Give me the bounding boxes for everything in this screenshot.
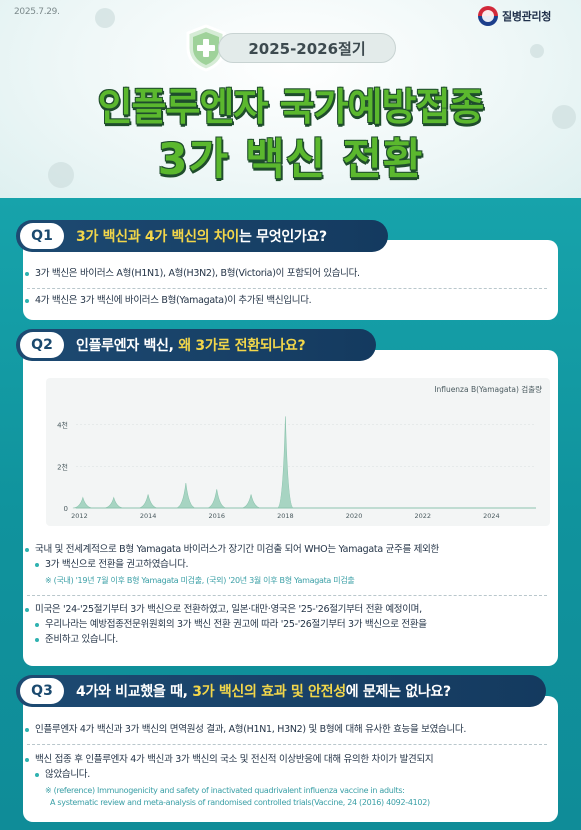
divider xyxy=(27,595,547,596)
title-line-1: 인플루엔자 국가예방접종 xyxy=(97,85,485,129)
x-tick-label: 2012 xyxy=(71,512,88,520)
q2-bullet-2-line-3: 준비하고 있습니다. xyxy=(35,634,118,645)
q2-bullet-2-line-2: 우리나라는 예방접종전문위원회의 3가 백신 전환 권고에 따라 '25-'26… xyxy=(35,619,427,630)
q3-question-text: 4가와 비교했을 때, 3가 백신의 효과 및 안전성에 문제는 없나요? xyxy=(76,684,451,700)
virus-decoration-icon xyxy=(95,8,115,28)
title-line-2: 3가 백신 전환 xyxy=(157,135,424,185)
q2-badge: Q2 xyxy=(20,332,64,358)
x-tick-label: 2022 xyxy=(414,512,431,520)
q3-bullet-2-line-2: 않았습니다. xyxy=(35,769,90,780)
y-tick-label: 0 xyxy=(64,505,68,513)
q3-reference-line-2: A systematic review and meta-analysis of… xyxy=(50,798,430,807)
q2-bullet-1-line-2: 3가 백신으로 전환을 권고하였습니다. xyxy=(34,559,189,570)
x-tick-label: 2018 xyxy=(277,512,294,520)
q1-question-text: 3가 백신과 4가 백신의 차이는 무엇인가요? xyxy=(76,229,327,245)
x-tick-label: 2014 xyxy=(140,512,157,520)
x-tick-label: 2016 xyxy=(208,512,225,520)
header-section: 2025.7.29. 질병관리청 2025-2026절기 인플루엔자 국가예방접… xyxy=(0,0,581,215)
publish-date: 2025.7.29. xyxy=(14,7,60,17)
org-logo: 질병관리청 xyxy=(478,6,551,26)
q3-bullet-2-line-1: 백신 접종 후 인플루엔자 4가 백신과 3가 백신의 국소 및 전신적 이상반… xyxy=(24,754,434,765)
taegeuk-logo-icon xyxy=(478,6,498,26)
virus-decoration-icon xyxy=(48,162,74,188)
q3-question: Q3 4가와 비교했을 때, 3가 백신의 효과 및 안전성에 문제는 없나요? xyxy=(16,675,546,707)
q2-note: ※ (국내) '19년 7월 이후 B형 Yamagata 미검출, (국외) … xyxy=(45,576,355,585)
area-peak xyxy=(72,496,93,509)
org-name: 질병관리청 xyxy=(502,10,552,23)
area-peak xyxy=(206,489,227,509)
q2-question-text: 인플루엔자 백신, 왜 3가로 전환되나요? xyxy=(76,338,306,354)
q3-card xyxy=(23,696,558,822)
x-tick-label: 2020 xyxy=(346,512,363,520)
shield-plus-icon xyxy=(186,24,226,72)
divider xyxy=(27,288,547,289)
q1-bullet-2: 4가 백신은 3가 백신에 바이러스 B형(Yamagata)이 추가된 백신입… xyxy=(24,295,312,306)
q3-bullet-1: 인플루엔자 4가 백신과 3가 백신의 면역원성 결과, A형(H1N1, H3… xyxy=(24,724,467,735)
q2-question: Q2 인플루엔자 백신, 왜 3가로 전환되나요? xyxy=(16,329,376,361)
q2-bullet-2-line-1: 미국은 '24-'25절기부터 3가 백신으로 전환하였고, 일본·대만·영국은… xyxy=(25,604,422,615)
virus-decoration-icon xyxy=(552,105,576,129)
y-tick-label: 2천 xyxy=(57,462,68,471)
area-peak xyxy=(103,496,124,509)
area-peak xyxy=(175,482,196,509)
q1-badge: Q1 xyxy=(20,223,64,249)
x-tick-label: 2024 xyxy=(483,512,500,520)
q3-reference-line-1: ※ (reference) Immunogenicity and safety … xyxy=(45,786,405,795)
chart-svg: Influenza B(Yamagata) 검출량 0 2천 4천 2012 2014 20… xyxy=(57,384,542,520)
virus-decoration-icon xyxy=(530,44,544,58)
q2-bullet-1-line-1: 국내 및 전세계적으로 B형 Yamagata 바이러스가 장기간 미검출 되어… xyxy=(25,544,439,555)
season-label: 2025-2026절기 xyxy=(218,33,396,63)
divider xyxy=(27,744,547,745)
area-peak xyxy=(277,416,294,509)
y-tick-label: 4천 xyxy=(57,421,68,430)
news1-watermark: 뉴스1 xyxy=(470,787,521,811)
q1-bullet-1: 3가 백신은 바이러스 A형(H1N1), A형(H3N2), B형(Victo… xyxy=(25,268,360,279)
area-peak xyxy=(241,494,262,509)
chart-title: Influenza B(Yamagata) 검출량 xyxy=(434,384,542,394)
q1-card xyxy=(23,240,558,320)
q3-badge: Q3 xyxy=(20,678,64,704)
yamagata-chart: Influenza B(Yamagata) 검출량 0 2천 4천 2012 2014 20… xyxy=(46,378,550,526)
area-peak xyxy=(138,494,159,509)
q1-question: Q1 3가 백신과 4가 백신의 차이는 무엇인가요? xyxy=(16,220,388,252)
